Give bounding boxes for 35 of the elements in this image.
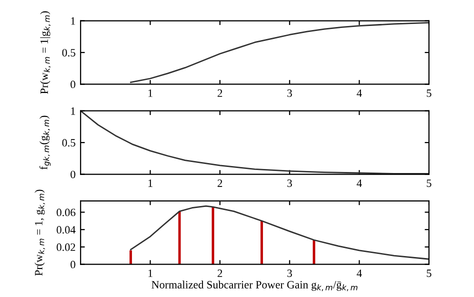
y-tick-label: 1 — [71, 17, 76, 25]
y-tick-label: 0 — [70, 170, 76, 178]
y-tick-label: 0.06 — [56, 208, 76, 216]
line-series — [130, 205, 429, 260]
bar — [260, 220, 263, 264]
y-tick-label: 0 — [70, 80, 76, 88]
y-tick-label: 0.5 — [62, 139, 76, 147]
y-tick-label: 1 — [71, 107, 76, 115]
x-tick-label: 1 — [148, 270, 152, 277]
x-tick-label: 3 — [287, 270, 292, 278]
x-tick-label: 5 — [426, 270, 432, 278]
x-tick-label: 4 — [356, 89, 362, 97]
line-series — [130, 22, 429, 84]
x-axis-title: Normalized Subcarrier Power Gain g$_{k,m}$/ḡ$_{k,m}$ — [152, 280, 358, 292]
x-tick-label: 2 — [218, 89, 222, 97]
y-tick-label: 0.04 — [56, 226, 76, 234]
x-tick-label: 5 — [426, 90, 432, 97]
bar — [212, 206, 214, 264]
bar — [130, 250, 132, 264]
x-tick-label: 1 — [148, 180, 152, 187]
x-tick-label: 2 — [218, 270, 222, 277]
x-tick-label: 4 — [356, 180, 362, 187]
x-tick-label: 3 — [287, 179, 292, 187]
y-axis-title: Pr(w$_{k,m}$ = 1|g$_{k,m}$) — [40, 11, 51, 94]
x-tick-label: 2 — [218, 179, 222, 187]
line-series — [80, 110, 429, 174]
x-tick-label: 1 — [148, 89, 152, 97]
y-tick-label: 0 — [70, 260, 76, 268]
y-axis-title: f$_{gk,m}$(g$_{k,m}$) — [39, 116, 51, 170]
x-tick-label: 4 — [356, 270, 362, 277]
y-tick-label: 0.02 — [56, 243, 76, 251]
y-axis-title: Pr(w$_{k,m}$ = 1, g$_{k,m}$) — [34, 190, 46, 276]
x-tick-label: 3 — [287, 89, 292, 97]
y-tick-label: 0.5 — [62, 48, 76, 57]
x-tick-label: 5 — [426, 180, 432, 187]
